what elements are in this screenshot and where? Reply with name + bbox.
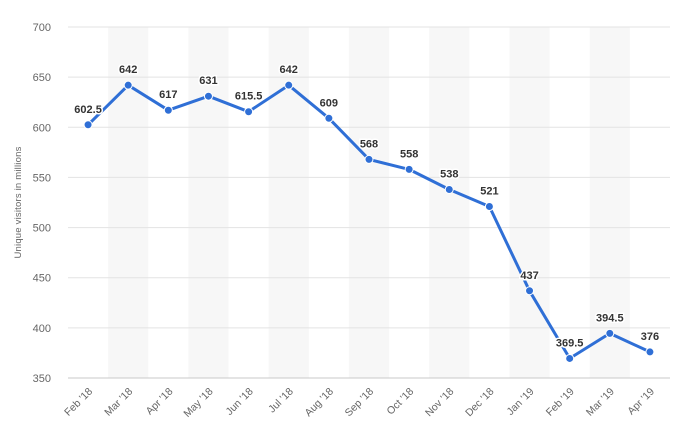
data-points <box>83 80 655 363</box>
y-tick-label: 650 <box>33 72 51 84</box>
x-tick-label: Apr '19 <box>625 386 657 418</box>
y-tick-label: 500 <box>33 223 51 235</box>
data-point <box>123 80 133 90</box>
data-point <box>163 105 173 115</box>
y-tick-label: 550 <box>33 172 51 184</box>
y-tick-labels: 350 400 450 500 550 600 650 700 <box>33 22 51 385</box>
column-band <box>348 27 390 378</box>
x-tick-label: Oct '18 <box>384 386 416 418</box>
data-point <box>244 107 254 117</box>
column-band <box>429 27 470 378</box>
x-tick-label: May '18 <box>181 386 215 420</box>
x-tick-label: Jun '18 <box>224 386 256 418</box>
y-tick-label: 400 <box>33 323 51 335</box>
column-band <box>188 27 229 378</box>
data-point <box>324 113 334 123</box>
x-tick-label: Apr '18 <box>144 386 176 418</box>
data-point <box>444 184 454 194</box>
data-label: 642 <box>119 64 137 76</box>
data-label: 568 <box>360 138 378 150</box>
data-label: 437 <box>520 270 538 282</box>
x-tick-label: Mar '19 <box>584 386 617 419</box>
column-band <box>589 27 630 378</box>
data-label: 521 <box>480 186 498 198</box>
column-band <box>108 27 149 378</box>
x-tick-label: Jan '19 <box>504 386 536 418</box>
data-point <box>364 154 374 164</box>
data-label: 609 <box>320 97 338 109</box>
x-tick-label: Mar '18 <box>102 386 135 419</box>
column-band <box>268 27 309 378</box>
data-point <box>525 286 535 296</box>
x-tick-label: Nov '18 <box>423 386 457 420</box>
data-label: 369.5 <box>556 337 584 349</box>
data-point <box>645 347 655 357</box>
data-point <box>605 328 615 338</box>
data-point <box>565 353 575 363</box>
data-label: 376 <box>641 331 659 343</box>
data-labels: 602.5 642 617 631 615.5 642 609 568 558 538 521 437… <box>73 63 661 351</box>
x-tick-label: Jul '18 <box>266 386 296 416</box>
data-point <box>404 164 414 174</box>
data-label: 617 <box>159 89 177 101</box>
x-tick-labels: Feb '18 Mar '18 Apr '18 May '18 Jun '18 Jul '… <box>62 386 657 420</box>
data-point <box>83 120 93 130</box>
data-point <box>203 91 213 101</box>
data-label: 394.5 <box>596 312 624 324</box>
y-tick-label: 700 <box>33 22 51 34</box>
y-gridlines <box>68 26 670 329</box>
y-axis-label: Unique visitors in millions <box>13 146 24 258</box>
x-tick-label: Dec '18 <box>463 386 497 420</box>
data-point <box>484 202 494 212</box>
data-label: 631 <box>199 75 217 87</box>
y-tick-label: 600 <box>33 122 51 134</box>
data-label: 602.5 <box>74 104 102 116</box>
data-label: 558 <box>400 148 418 160</box>
column-bands <box>108 27 630 378</box>
data-label: 615.5 <box>235 91 263 103</box>
y-tick-label: 450 <box>33 273 51 285</box>
x-tick-label: Aug '18 <box>303 386 337 420</box>
x-tick-label: Feb '18 <box>62 386 95 419</box>
x-tick-label: Feb '19 <box>544 386 577 419</box>
data-label: 642 <box>280 64 298 76</box>
column-band <box>509 27 550 378</box>
data-label: 538 <box>440 168 458 180</box>
data-point <box>284 80 294 90</box>
x-tick-label: Sep '18 <box>343 386 377 420</box>
y-tick-label: 350 <box>33 373 51 385</box>
